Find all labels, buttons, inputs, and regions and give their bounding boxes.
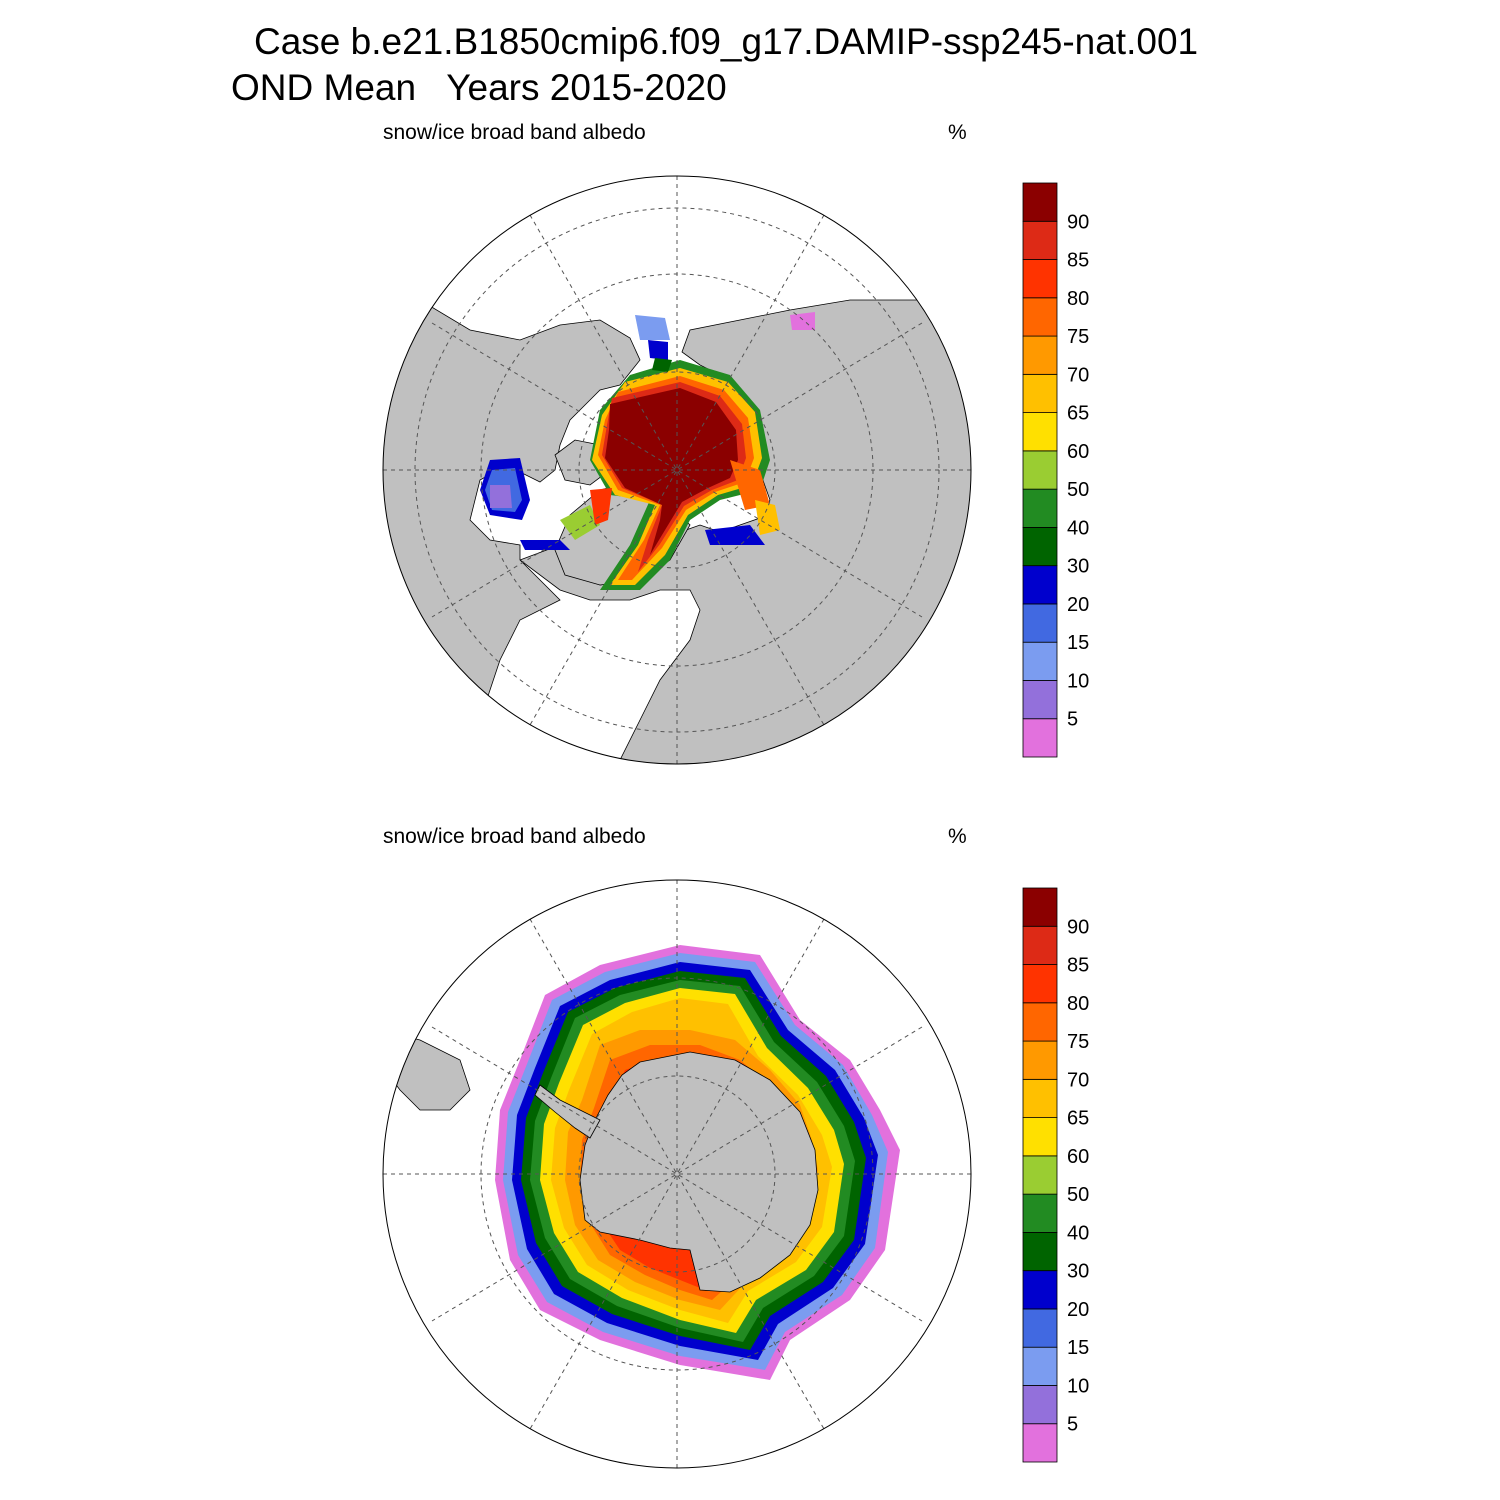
north-colorbar-label: 70 [1067,364,1089,386]
south-colorbar-label: 15 [1067,1337,1089,1359]
south-colorbar-box [1022,1270,1058,1310]
north-polar-map [382,175,972,765]
south-colorbar: 5 10 15 20 30 40 50 60 65 70 75 80 85 90 [1022,887,1089,1463]
north-colorbar: 5 10 15 20 30 40 50 60 65 70 75 80 85 90 [1022,182,1089,758]
south-colorbar-box [1022,1193,1058,1233]
south-colorbar-box [1022,925,1058,965]
south-colorbar-label: 65 [1067,1108,1089,1130]
north-colorbar-box [1022,412,1058,452]
north-colorbar-box [1022,527,1058,567]
north-map-border [382,175,972,765]
north-colorbar-box [1022,718,1058,758]
north-colorbar-label: 50 [1067,479,1089,501]
north-colorbar-label: 20 [1067,594,1089,616]
north-colorbar-label: 30 [1067,556,1089,578]
south-colorbar-box [1022,1346,1058,1386]
south-colorbar-box [1022,887,1058,927]
north-colorbar-label: 75 [1067,326,1089,348]
north-panel-units-label: % [948,121,967,144]
north-colorbar-label: 40 [1067,517,1089,539]
south-colorbar-box [1022,1002,1058,1042]
south-colorbar-label: 20 [1067,1299,1089,1321]
north-colorbar-box [1022,297,1058,337]
south-colorbar-box [1022,1040,1058,1080]
north-sea-ice [480,312,815,590]
south-colorbar-label: 40 [1067,1222,1089,1244]
south-colorbar-box [1022,1385,1058,1425]
north-colorbar-label: 80 [1067,288,1089,310]
north-colorbar-label: 65 [1067,403,1089,425]
north-colorbar-box [1022,641,1058,681]
north-colorbar-label: 5 [1067,709,1078,731]
land-antarctica [579,1051,819,1293]
north-colorbar-box [1022,603,1058,643]
north-colorbar-box [1022,488,1058,528]
south-colorbar-label: 50 [1067,1184,1089,1206]
south-panel-units-label: % [948,825,967,848]
north-colorbar-box [1022,335,1058,375]
north-colorbar-box [1022,373,1058,414]
land-eurasia [519,299,971,764]
south-map-border [382,879,972,1469]
south-colorbar-label: 60 [1067,1146,1089,1168]
north-colorbar-box [1022,182,1058,222]
south-colorbar-box [1022,1155,1058,1195]
south-colorbar-box [1022,1232,1058,1272]
south-colorbar-label: 30 [1067,1261,1089,1283]
south-colorbar-box [1022,1308,1058,1348]
north-colorbar-label: 10 [1067,670,1089,692]
north-panel-variable-label: snow/ice broad band albedo [383,121,646,144]
south-colorbar-label: 70 [1067,1069,1089,1091]
south-colorbar-box [1022,1117,1058,1157]
north-colorbar-label: 15 [1067,632,1089,654]
figure-title-period: OND Mean Years 2015-2020 [231,67,727,108]
north-colorbar-box [1022,450,1058,490]
north-colorbar-box [1022,565,1058,605]
north-colorbar-box [1022,259,1058,299]
north-colorbar-box [1022,220,1058,260]
south-colorbar-box [1022,1423,1058,1463]
south-colorbar-label: 90 [1067,916,1089,938]
south-panel-variable-label: snow/ice broad band albedo [383,825,646,848]
north-colorbar-box [1022,680,1058,720]
south-colorbar-label: 10 [1067,1375,1089,1397]
north-colorbar-label: 60 [1067,441,1089,463]
south-colorbar-box [1022,1078,1058,1119]
south-colorbar-label: 85 [1067,955,1089,977]
south-colorbar-box [1022,964,1058,1004]
south-colorbar-label: 5 [1067,1414,1078,1436]
north-colorbar-label: 85 [1067,250,1089,272]
north-colorbar-label: 90 [1067,211,1089,233]
south-colorbar-label: 75 [1067,1031,1089,1053]
south-polar-map [382,879,972,1469]
south-colorbar-label: 80 [1067,993,1089,1015]
figure-title-case: Case b.e21.B1850cmip6.f09_g17.DAMIP-ssp2… [254,21,1199,62]
